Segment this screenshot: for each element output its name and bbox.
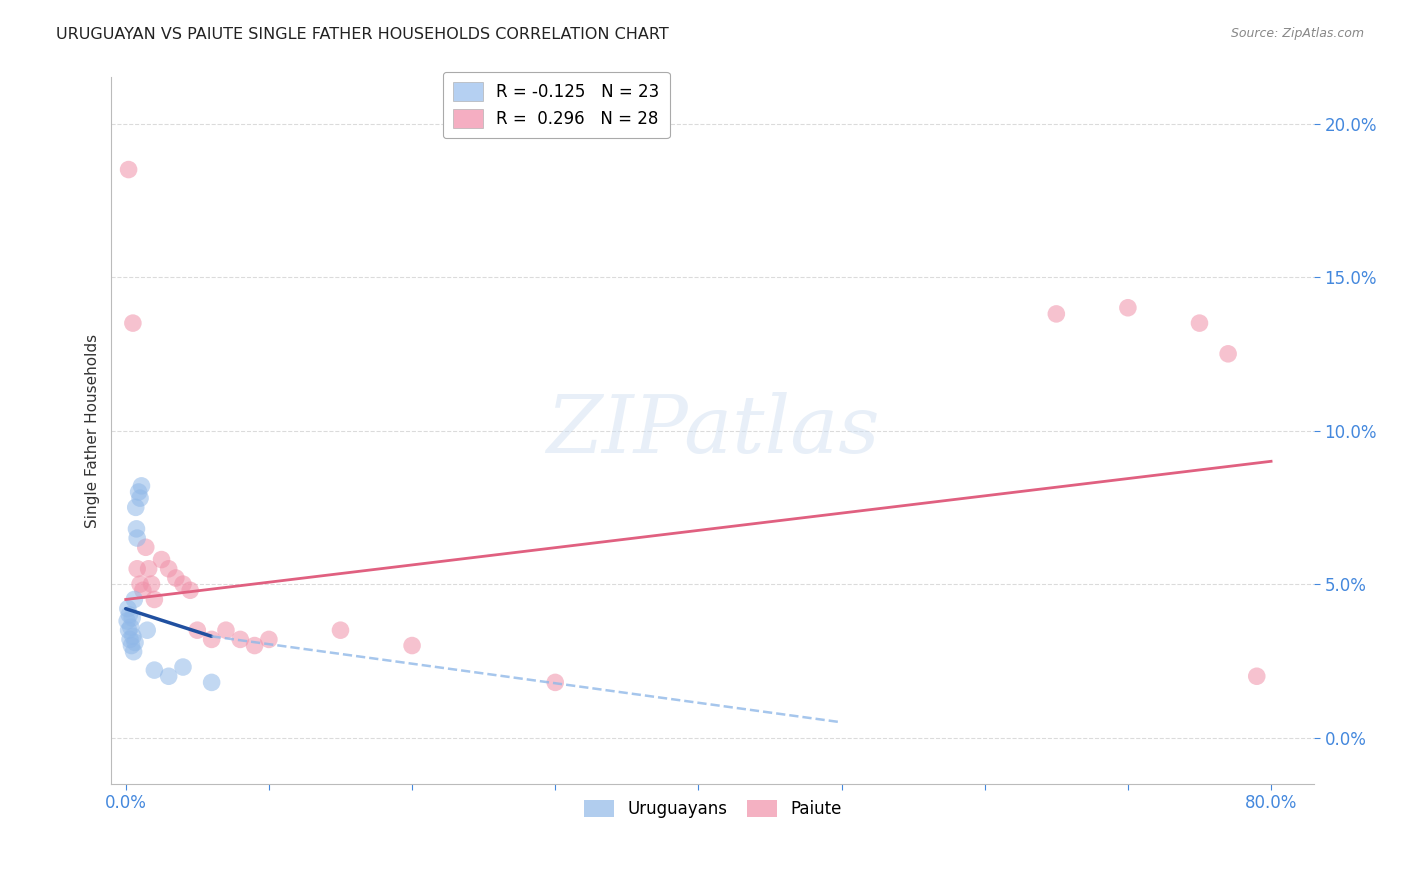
Point <box>329 623 352 637</box>
Point <box>172 577 194 591</box>
Point <box>128 485 150 500</box>
Point <box>157 562 180 576</box>
Point <box>401 639 423 653</box>
Point <box>201 675 224 690</box>
Point <box>1216 347 1239 361</box>
Point <box>115 614 138 628</box>
Point <box>1246 669 1268 683</box>
Point <box>165 571 187 585</box>
Point <box>243 639 266 653</box>
Point <box>120 620 142 634</box>
Legend: Uruguayans, Paiute: Uruguayans, Paiute <box>576 793 848 825</box>
Point <box>131 479 153 493</box>
Point <box>122 316 145 330</box>
Point <box>1045 307 1067 321</box>
Text: Source: ZipAtlas.com: Source: ZipAtlas.com <box>1230 27 1364 40</box>
Point <box>1116 301 1139 315</box>
Point <box>257 632 280 647</box>
Point <box>150 552 173 566</box>
Point <box>127 562 149 576</box>
Point <box>122 645 145 659</box>
Point <box>135 541 157 555</box>
Point <box>143 663 166 677</box>
Point <box>138 562 160 576</box>
Point <box>179 583 201 598</box>
Point <box>121 611 143 625</box>
Point <box>120 639 142 653</box>
Point <box>117 601 139 615</box>
Point <box>215 623 238 637</box>
Point <box>118 632 141 647</box>
Y-axis label: Single Father Households: Single Father Households <box>86 334 100 528</box>
Point <box>125 500 148 515</box>
Point <box>1188 316 1211 330</box>
Point <box>118 607 141 622</box>
Point <box>143 592 166 607</box>
Point <box>229 632 252 647</box>
Point <box>127 531 149 545</box>
Point <box>132 583 155 598</box>
Point <box>117 162 139 177</box>
Point <box>157 669 180 683</box>
Point <box>129 577 152 591</box>
Point <box>186 623 208 637</box>
Point <box>544 675 567 690</box>
Point <box>124 635 146 649</box>
Point <box>124 592 146 607</box>
Point <box>136 623 159 637</box>
Point <box>129 491 152 505</box>
Point <box>172 660 194 674</box>
Point <box>125 522 148 536</box>
Point <box>122 629 145 643</box>
Point <box>117 623 139 637</box>
Point <box>201 632 224 647</box>
Text: ZIPatlas: ZIPatlas <box>546 392 880 469</box>
Text: URUGUAYAN VS PAIUTE SINGLE FATHER HOUSEHOLDS CORRELATION CHART: URUGUAYAN VS PAIUTE SINGLE FATHER HOUSEH… <box>56 27 669 42</box>
Point <box>141 577 163 591</box>
